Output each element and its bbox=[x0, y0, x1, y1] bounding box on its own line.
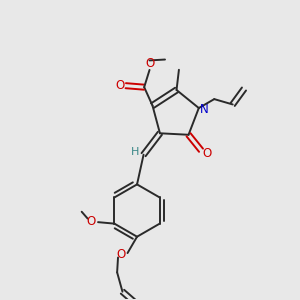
Text: H: H bbox=[130, 147, 139, 157]
Text: O: O bbox=[202, 147, 212, 160]
Text: O: O bbox=[116, 248, 126, 261]
Text: O: O bbox=[145, 57, 154, 70]
Text: O: O bbox=[87, 215, 96, 228]
Text: O: O bbox=[115, 79, 124, 92]
Text: N: N bbox=[200, 103, 208, 116]
